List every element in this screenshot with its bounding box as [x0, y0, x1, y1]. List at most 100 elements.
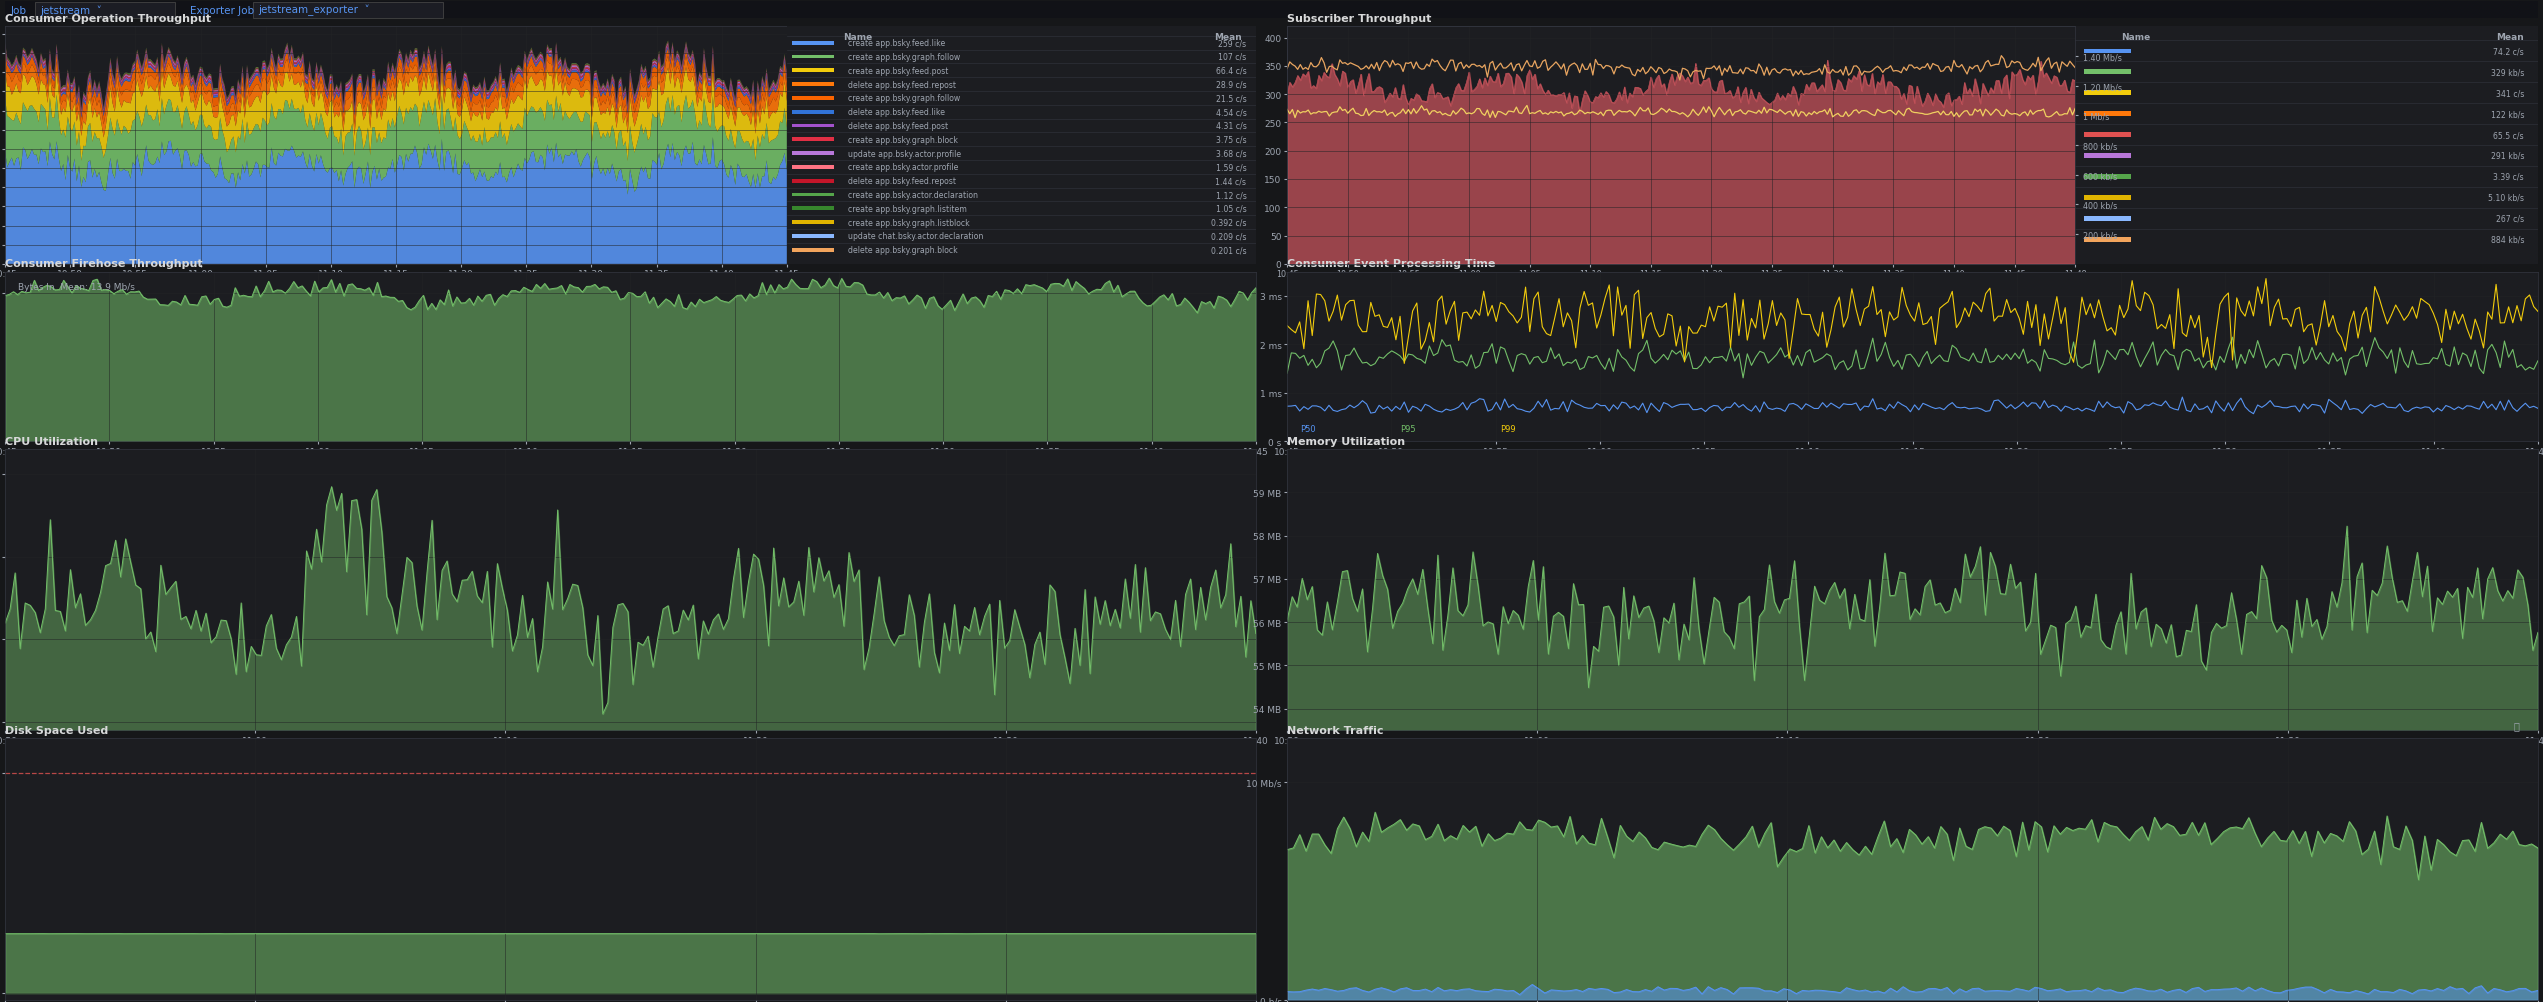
Text: 4.31 c/s: 4.31 c/s — [1216, 122, 1246, 131]
Text: Name: Name — [2121, 33, 2151, 42]
Text: 3.39 c/s: 3.39 c/s — [2492, 172, 2525, 181]
Text: 3.68 c/s: 3.68 c/s — [1216, 149, 1246, 158]
Text: 291 kb/s: 291 kb/s — [2490, 152, 2525, 161]
P95 — [2017, 355, 2047, 367]
Bar — [791, 234, 834, 238]
Text: 66.4 c/s: 66.4 c/s — [1216, 67, 1246, 76]
Text: delete app.bsky.feed.repost: delete app.bsky.feed.repost — [847, 177, 956, 186]
Text: delete app.bsky.feed.repost: delete app.bsky.feed.repost — [847, 80, 956, 89]
Text: 1.44 c/s: 1.44 c/s — [1216, 177, 1246, 186]
Bar — [791, 138, 834, 142]
Text: Bytes In  Mean: 13.9 Mb/s: Bytes In Mean: 13.9 Mb/s — [18, 283, 135, 292]
Text: Job: Job — [10, 6, 25, 16]
Text: 259 c/s: 259 c/s — [1218, 39, 1246, 48]
P50 — [1272, 401, 1302, 413]
Bar — [2085, 216, 2131, 221]
Text: update app.bsky.actor.profile: update app.bsky.actor.profile — [847, 149, 961, 158]
Text: 5.10 kb/s: 5.10 kb/s — [2487, 193, 2525, 202]
P50 — [2167, 392, 2197, 404]
X-axis label: CPU Seconds per Second: CPU Seconds per Second — [575, 747, 687, 757]
P50 — [2037, 400, 2067, 412]
P95 — [2334, 354, 2365, 366]
Text: P50: P50 — [1299, 425, 1315, 434]
Text: Disk Space Used: Disk Space Used — [5, 724, 109, 734]
Text: 341 c/s: 341 c/s — [2495, 89, 2525, 98]
Bar — [791, 110, 834, 114]
Bar — [2085, 49, 2131, 54]
P50 — [2012, 402, 2042, 414]
Line: P99: P99 — [1287, 280, 2538, 368]
P99 — [2197, 362, 2228, 374]
P50 — [2334, 404, 2365, 416]
Bar — [791, 221, 834, 224]
Text: 28.9 c/s: 28.9 c/s — [1216, 80, 1246, 89]
Bar — [791, 97, 834, 100]
P99 — [1277, 325, 1307, 337]
Text: 884 kb/s: 884 kb/s — [2490, 235, 2525, 244]
Text: 3.75 c/s: 3.75 c/s — [1216, 135, 1246, 144]
P99 — [1272, 321, 1302, 333]
P99 — [2037, 313, 2067, 325]
Text: delete app.bsky.feed.post: delete app.bsky.feed.post — [847, 122, 949, 131]
Text: 74.2 c/s: 74.2 c/s — [2492, 47, 2525, 56]
Bar — [791, 193, 834, 197]
P50 — [2413, 402, 2444, 414]
Text: 267 c/s: 267 c/s — [2495, 214, 2525, 223]
P95 — [2523, 356, 2543, 368]
Text: jetstream_exporter  ˅: jetstream_exporter ˅ — [259, 5, 371, 16]
Text: delete app.bsky.feed.like: delete app.bsky.feed.like — [847, 108, 946, 117]
Bar — [791, 179, 834, 183]
P95 — [2042, 355, 2073, 367]
Text: create app.bsky.actor.profile: create app.bsky.actor.profile — [847, 163, 959, 172]
Text: 65.5 c/s: 65.5 c/s — [2492, 131, 2525, 140]
Text: Memory Utilization: Memory Utilization — [1287, 436, 1406, 446]
Text: 329 kb/s: 329 kb/s — [2490, 68, 2525, 77]
Bar — [2085, 237, 2131, 242]
P50 — [2523, 403, 2543, 415]
Text: create app.bsky.graph.listitem: create app.bsky.graph.listitem — [847, 204, 966, 213]
Line: P95: P95 — [1287, 338, 2538, 379]
Text: create app.bsky.graph.follow: create app.bsky.graph.follow — [847, 94, 961, 103]
Text: Consumer Operation Throughput: Consumer Operation Throughput — [5, 14, 211, 24]
Bar — [2085, 112, 2131, 117]
Text: 0.392 c/s: 0.392 c/s — [1210, 218, 1246, 227]
X-axis label: Memory Usage: Memory Usage — [1879, 747, 1945, 757]
Text: Subscriber Throughput: Subscriber Throughput — [1287, 14, 1432, 24]
Text: Consumer Event Processing Time: Consumer Event Processing Time — [1287, 259, 1495, 269]
P99 — [2413, 300, 2444, 312]
Bar — [791, 248, 834, 253]
Text: update chat.bsky.actor.declaration: update chat.bsky.actor.declaration — [847, 232, 984, 241]
P95 — [1277, 348, 1307, 360]
Bar — [2085, 91, 2131, 96]
Text: 122 kb/s: 122 kb/s — [2490, 110, 2525, 119]
Text: create app.bsky.graph.block: create app.bsky.graph.block — [847, 135, 959, 144]
Text: 0.209 c/s: 0.209 c/s — [1210, 232, 1246, 241]
Text: jetstream  ˅: jetstream ˅ — [41, 5, 102, 16]
Bar — [2085, 174, 2131, 179]
Bar — [791, 42, 834, 45]
Text: CPU Utilization: CPU Utilization — [5, 436, 99, 446]
Text: delete app.bsky.graph.block: delete app.bsky.graph.block — [847, 246, 959, 256]
P50 — [2017, 398, 2047, 410]
P95 — [1272, 368, 1302, 380]
Bar — [791, 166, 834, 169]
Text: Mean: Mean — [1213, 33, 1241, 42]
Text: 0.201 c/s: 0.201 c/s — [1210, 246, 1246, 256]
Text: 1.59 c/s: 1.59 c/s — [1216, 163, 1246, 172]
Text: P99: P99 — [1500, 425, 1516, 434]
P50 — [2238, 408, 2268, 420]
Bar — [791, 124, 834, 128]
Bar — [36, 3, 175, 19]
Bar — [791, 83, 834, 87]
P99 — [2334, 319, 2365, 331]
P99 — [2523, 306, 2543, 318]
Bar — [2085, 70, 2131, 75]
Text: create app.bsky.graph.listblock: create app.bsky.graph.listblock — [847, 218, 969, 227]
Line: P50: P50 — [1287, 398, 2538, 414]
P95 — [2217, 332, 2248, 344]
P95 — [1727, 373, 1757, 385]
Text: create app.bsky.graph.follow: create app.bsky.graph.follow — [847, 53, 961, 62]
Text: Mean: Mean — [2497, 33, 2525, 42]
P50 — [1277, 401, 1307, 413]
Text: create app.bsky.feed.like: create app.bsky.feed.like — [847, 39, 946, 48]
